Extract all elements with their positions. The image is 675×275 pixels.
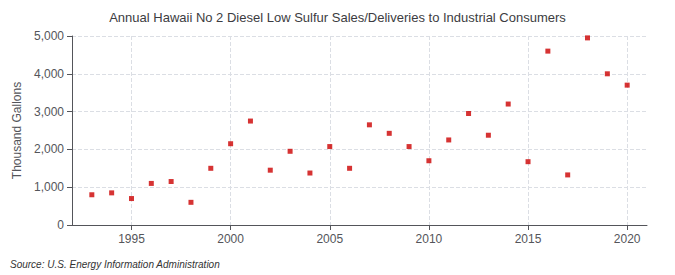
svg-text:1,000: 1,000 [34,180,64,194]
svg-text:1995: 1995 [118,232,145,246]
svg-text:5,000: 5,000 [34,29,64,43]
svg-text:3,000: 3,000 [34,105,64,119]
svg-text:2,000: 2,000 [34,142,64,156]
svg-text:Annual Hawaii No 2 Diesel Low: Annual Hawaii No 2 Diesel Low Sulfur Sal… [109,10,566,25]
svg-text:4,000: 4,000 [34,67,64,81]
svg-text:Source: U.S. Energy Informatio: Source: U.S. Energy Information Administ… [10,259,220,270]
svg-text:2010: 2010 [416,232,443,246]
svg-text:2020: 2020 [614,232,641,246]
svg-text:2000: 2000 [217,232,244,246]
svg-text:Thousand Gallons: Thousand Gallons [10,82,24,179]
svg-text:0: 0 [57,218,64,232]
svg-text:2015: 2015 [515,232,542,246]
svg-text:2005: 2005 [316,232,343,246]
